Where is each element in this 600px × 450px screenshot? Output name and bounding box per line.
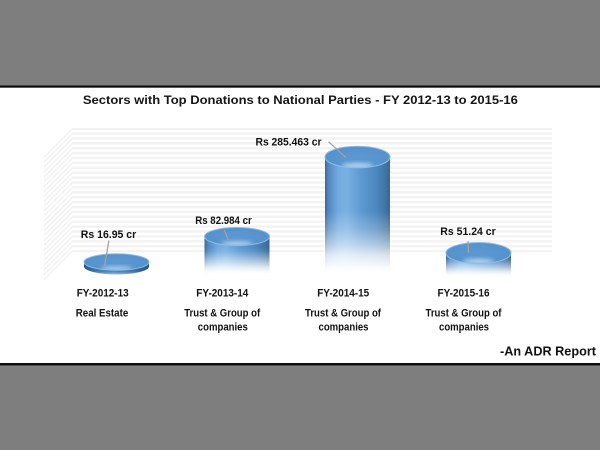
svg-text:FY-2012-13: FY-2012-13 — [77, 288, 129, 300]
svg-text:Rs 82.984 cr: Rs 82.984 cr — [195, 215, 252, 227]
svg-text:Sectors with Top Donations to: Sectors with Top Donations to National P… — [83, 93, 518, 107]
svg-text:FY-2013-14: FY-2013-14 — [196, 288, 249, 300]
svg-text:Trust & Group of: Trust & Group of — [426, 308, 502, 320]
svg-text:companies: companies — [319, 322, 369, 334]
svg-text:Rs 51.24 cr: Rs 51.24 cr — [440, 226, 496, 238]
svg-text:Rs 285.463 cr: Rs 285.463 cr — [256, 137, 323, 149]
svg-text:Rs 16.95 cr: Rs 16.95 cr — [81, 229, 137, 241]
svg-text:Trust & Group of: Trust & Group of — [305, 308, 381, 320]
svg-text:FY-2015-16: FY-2015-16 — [438, 288, 490, 300]
svg-text:Trust & Group of: Trust & Group of — [184, 308, 260, 320]
svg-text:FY-2014-15: FY-2014-15 — [317, 288, 369, 300]
svg-text:Real Estate: Real Estate — [76, 308, 129, 320]
svg-text:-An ADR Report: -An ADR Report — [500, 344, 597, 359]
svg-text:companies: companies — [198, 322, 248, 334]
svg-text:companies: companies — [439, 322, 489, 334]
